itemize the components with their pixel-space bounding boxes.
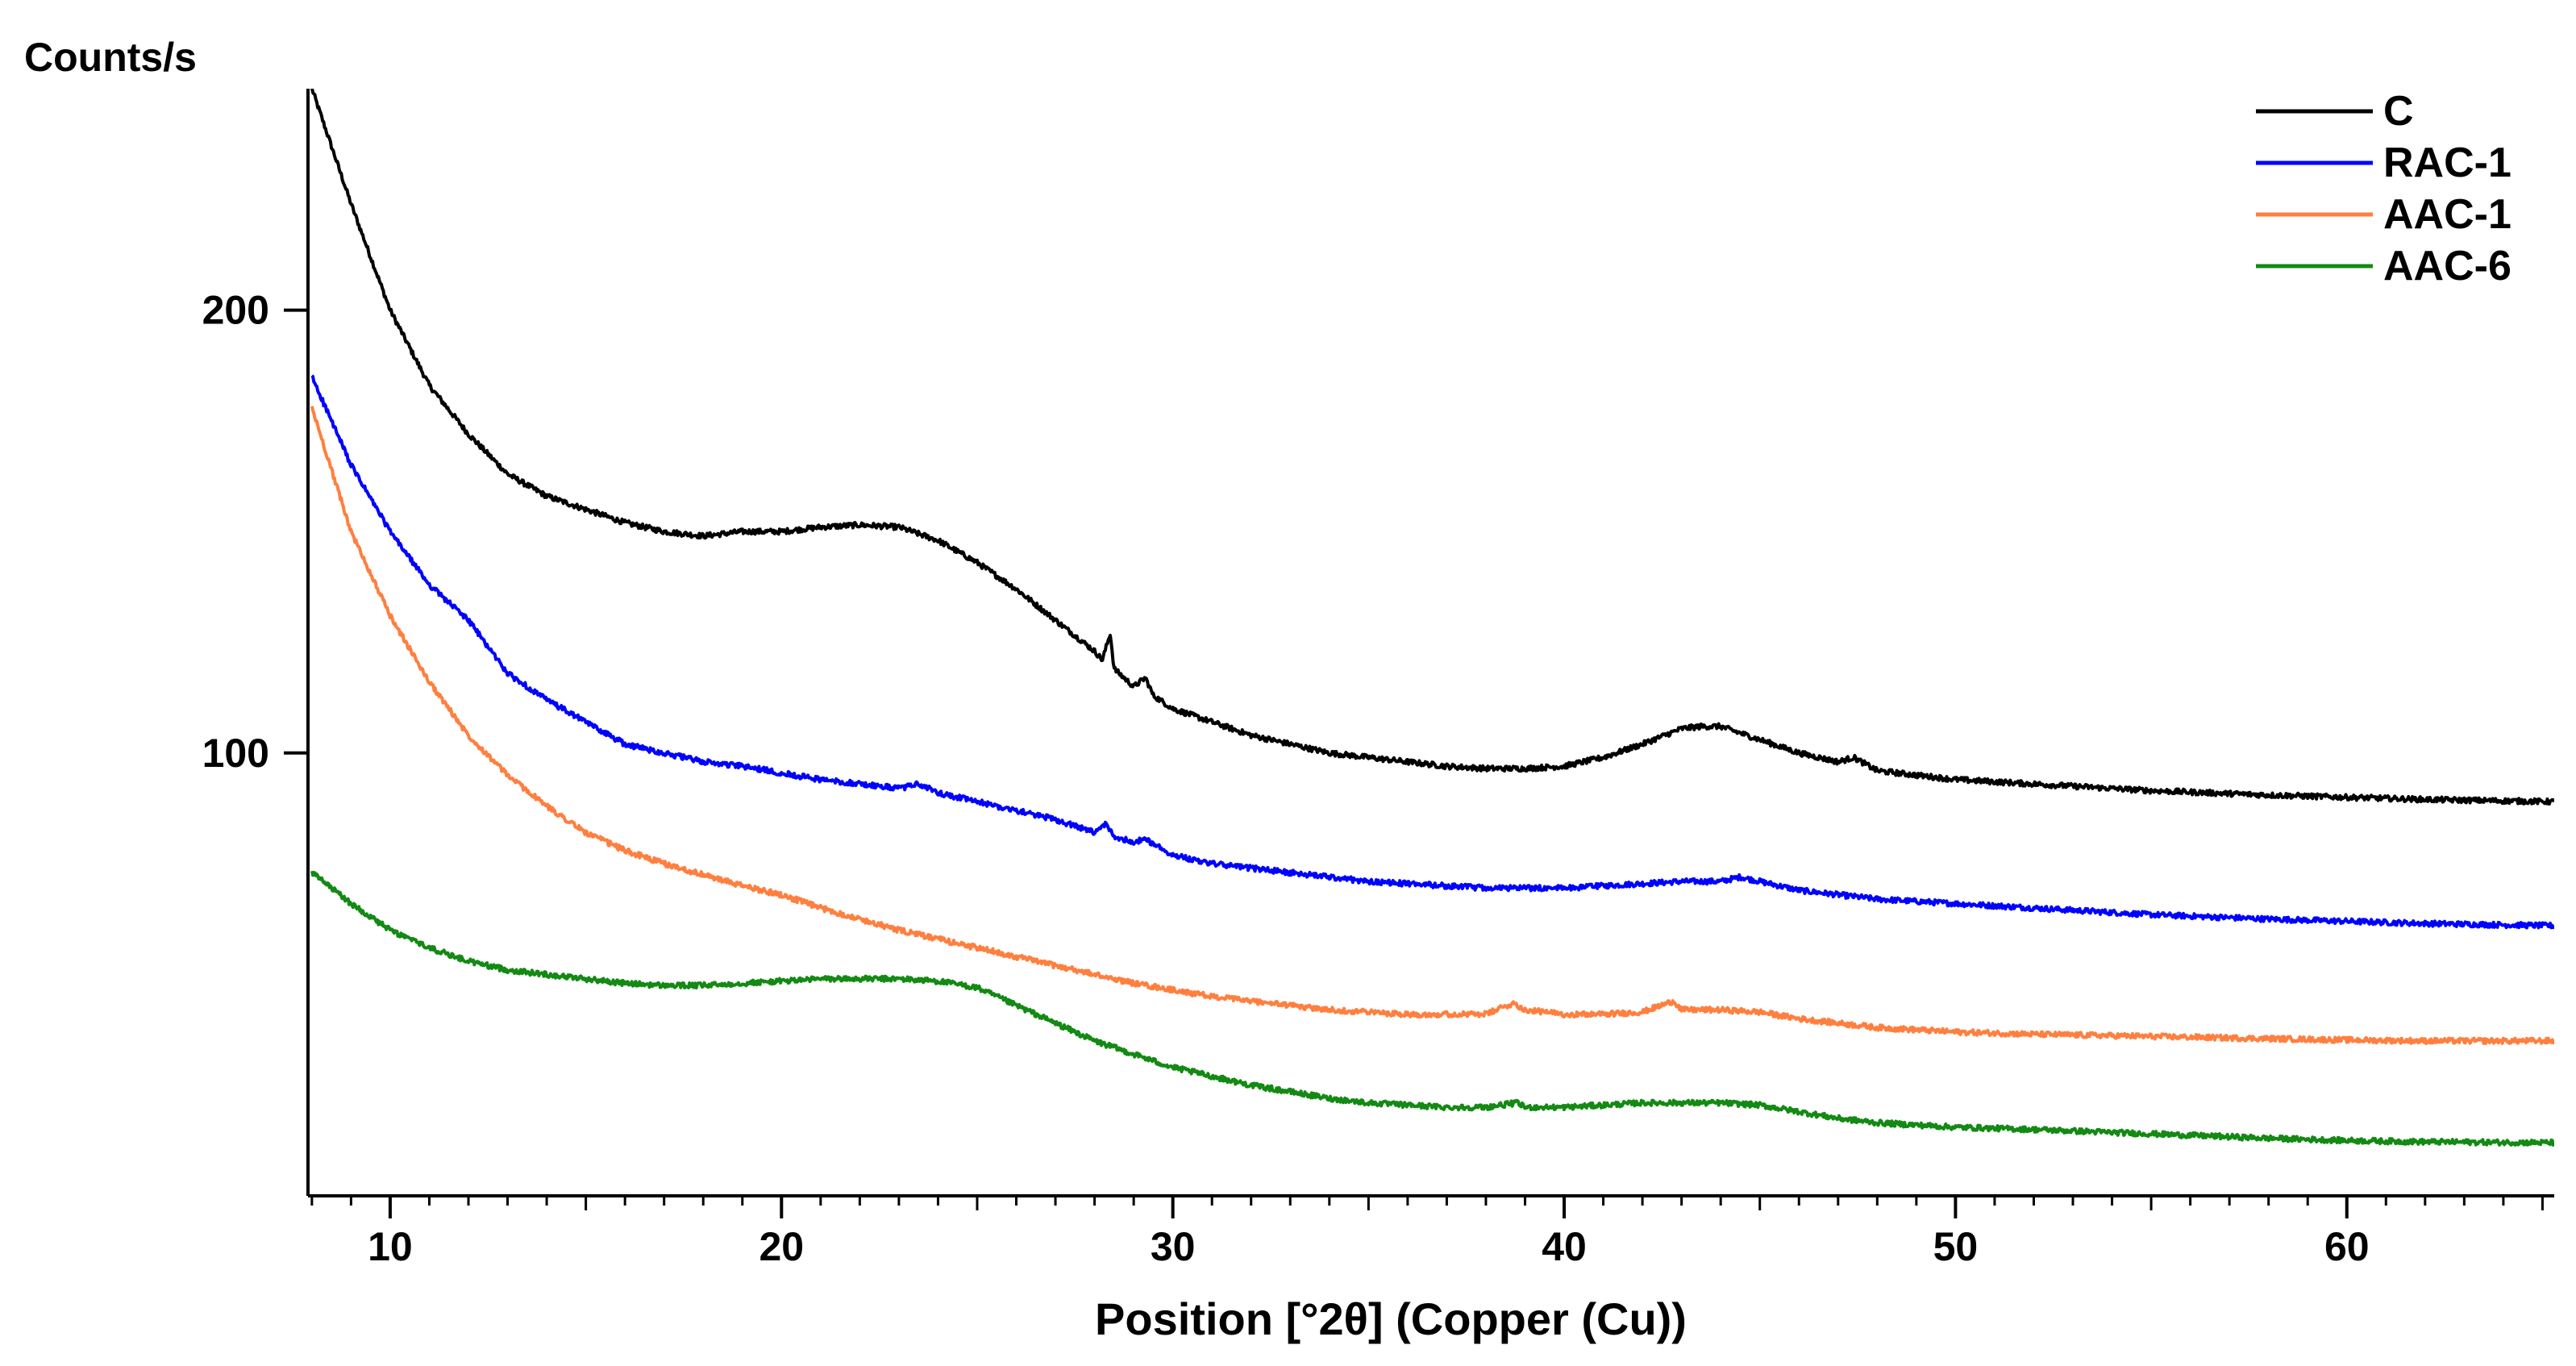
x-tick-label: 50	[1933, 1224, 1979, 1269]
legend-label: AAC-1	[2383, 191, 2511, 238]
series-line-aac-1	[310, 406, 2554, 1045]
series-layer	[310, 89, 2554, 1147]
x-tick-label: 10	[368, 1224, 413, 1269]
x-tick-label: 30	[1151, 1224, 1196, 1269]
x-axis-title: Position [°2θ] (Copper (Cu))	[1095, 1293, 1687, 1344]
x-tick-label: 20	[759, 1224, 804, 1269]
legend-label: RAC-1	[2383, 140, 2511, 186]
plot-axes: 10 20 30 40 50 60 100 200	[202, 89, 2554, 1269]
x-tick-label: 60	[2324, 1224, 2370, 1269]
series-line-rac-1	[310, 374, 2554, 930]
legend: C RAC-1 AAC-1 AAC-6	[2256, 88, 2511, 289]
legend-label: AAC-6	[2383, 243, 2511, 289]
x-tick-label: 40	[1542, 1224, 1587, 1269]
series-line-aac-6	[310, 870, 2554, 1147]
y-tick-label: 100	[202, 731, 269, 776]
y-tick-label: 200	[202, 288, 269, 333]
legend-label: C	[2383, 88, 2414, 135]
series-line-c	[310, 89, 2554, 806]
y-axis-title: Counts/s	[24, 35, 197, 80]
